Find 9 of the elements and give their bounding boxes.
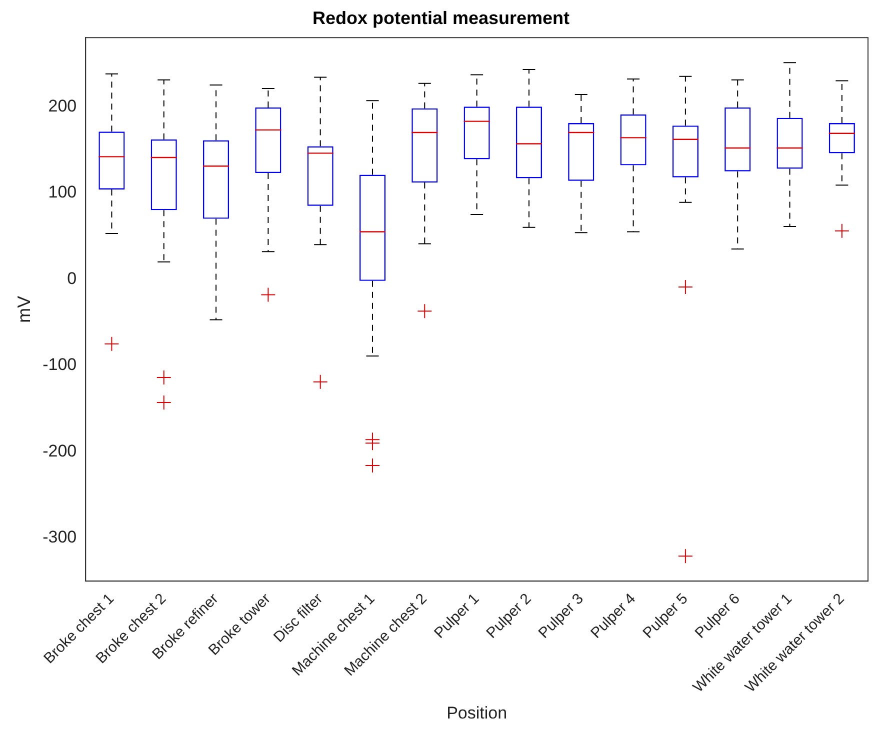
y-tick-label: 200 bbox=[48, 96, 77, 116]
y-tick-label: -200 bbox=[42, 441, 77, 460]
y-axis-title: mV bbox=[14, 296, 34, 323]
y-tick-label: 0 bbox=[67, 268, 77, 288]
y-tick-label: -100 bbox=[42, 355, 77, 374]
y-tick-label: 100 bbox=[48, 182, 77, 202]
chart-title: Redox potential measurement bbox=[312, 8, 570, 28]
x-axis-title: Position bbox=[446, 703, 508, 722]
y-tick-label: -300 bbox=[42, 528, 77, 547]
